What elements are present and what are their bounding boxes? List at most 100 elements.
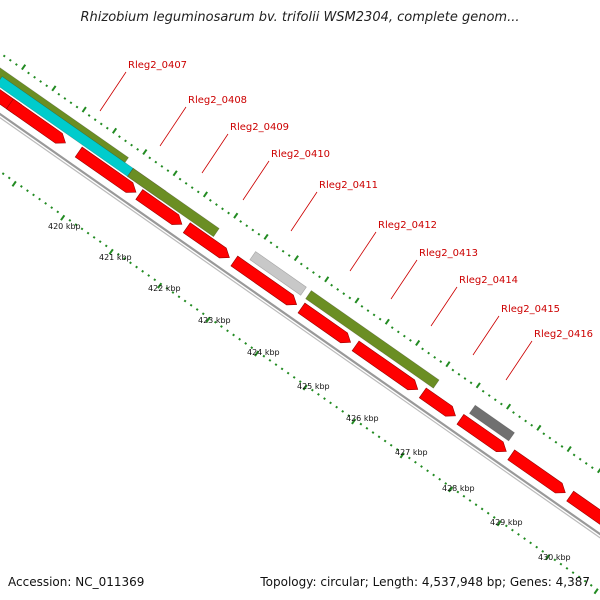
outer-tick bbox=[184, 181, 188, 185]
cds-arrow bbox=[5, 98, 66, 144]
inner-tick bbox=[292, 375, 296, 379]
outer-tick bbox=[45, 84, 49, 88]
outer-tick bbox=[166, 169, 170, 173]
inner-tick bbox=[50, 206, 54, 210]
inner-tick bbox=[389, 443, 393, 447]
inner-tick bbox=[7, 176, 11, 180]
inner-tick bbox=[74, 223, 78, 227]
outer-tick bbox=[275, 245, 279, 249]
tick-layer bbox=[1, 54, 600, 595]
outer-tick bbox=[396, 330, 400, 334]
outer-tick bbox=[14, 63, 18, 66]
inner-tick bbox=[205, 316, 211, 323]
inner-tick bbox=[571, 571, 575, 574]
inner-tick bbox=[432, 473, 436, 477]
outer-tick bbox=[215, 203, 218, 206]
cds-arrow bbox=[230, 255, 298, 306]
inner-tick bbox=[171, 291, 175, 294]
gene-label-leader bbox=[201, 133, 229, 174]
inner-tick bbox=[86, 231, 90, 235]
cds-arrow bbox=[297, 302, 352, 344]
outer-tick bbox=[130, 143, 133, 147]
outer-tick bbox=[51, 85, 57, 92]
outer-tick bbox=[227, 211, 230, 215]
outer-tick bbox=[360, 305, 364, 308]
inner-tick bbox=[280, 367, 284, 371]
outer-tick bbox=[39, 80, 43, 83]
gene-label: Rleg2_0416 bbox=[534, 329, 593, 340]
inner-tick bbox=[141, 269, 145, 273]
inner-tick bbox=[589, 583, 593, 587]
cds-arrow bbox=[74, 146, 137, 193]
outer-tick bbox=[372, 313, 376, 317]
outer-tick bbox=[566, 446, 572, 453]
outer-tick bbox=[518, 415, 521, 419]
inner-tick bbox=[486, 511, 490, 515]
inner-tick bbox=[420, 465, 423, 468]
inner-tick bbox=[529, 541, 533, 545]
inner-tick bbox=[468, 499, 472, 502]
inner-tick bbox=[92, 235, 96, 239]
inner-tick bbox=[129, 261, 132, 265]
accession-text: Accession: NC_011369 bbox=[8, 575, 145, 589]
gene-label: Rleg2_0411 bbox=[319, 180, 378, 191]
inner-tick bbox=[399, 452, 405, 459]
outer-tick bbox=[233, 212, 239, 219]
inner-tick bbox=[220, 325, 223, 328]
outer-tick bbox=[81, 106, 87, 113]
backbone-layer bbox=[0, 112, 600, 539]
inner-tick bbox=[165, 286, 169, 290]
outer-tick bbox=[542, 432, 546, 436]
inner-tick bbox=[32, 193, 35, 197]
outer-tick bbox=[512, 411, 515, 414]
outer-tick bbox=[251, 228, 255, 232]
inner-tick bbox=[371, 431, 375, 434]
inner-tick bbox=[11, 180, 17, 187]
outer-tick bbox=[105, 126, 109, 130]
inner-tick bbox=[383, 439, 387, 443]
outer-tick bbox=[148, 156, 152, 160]
inner-tick bbox=[195, 308, 199, 311]
gene-label-leader bbox=[505, 340, 533, 381]
outer-tick bbox=[578, 457, 582, 461]
outer-tick bbox=[457, 372, 461, 376]
inner-tick bbox=[329, 401, 332, 405]
gene-label: Rleg2_0413 bbox=[419, 248, 478, 259]
inner-tick bbox=[593, 588, 599, 595]
outer-tick bbox=[590, 466, 594, 470]
outer-tick bbox=[469, 381, 473, 385]
map-title: Rhizobium leguminosarum bv. trifolii WSM… bbox=[80, 10, 520, 25]
outer-tick bbox=[257, 232, 261, 236]
outer-tick bbox=[402, 334, 406, 338]
outer-tick bbox=[499, 402, 503, 406]
cds-arrow bbox=[135, 189, 183, 225]
inner-tick bbox=[153, 278, 157, 282]
cds-arrow bbox=[182, 222, 230, 259]
outer-tick bbox=[93, 118, 97, 122]
gene-label: Rleg2_0407 bbox=[128, 60, 187, 71]
outer-tick bbox=[548, 436, 552, 440]
inner-tick bbox=[365, 426, 369, 430]
inner-tick bbox=[26, 189, 29, 193]
inner-tick bbox=[201, 312, 205, 316]
outer-tick bbox=[142, 148, 148, 156]
inner-tick bbox=[310, 388, 314, 392]
outer-tick bbox=[136, 148, 140, 151]
inner-tick bbox=[189, 303, 193, 307]
outer-tick bbox=[245, 224, 249, 228]
gene-label-leader bbox=[242, 160, 270, 201]
inner-tick bbox=[456, 490, 460, 494]
inner-tick bbox=[347, 414, 351, 417]
outer-tick bbox=[384, 318, 390, 325]
outer-tick bbox=[69, 101, 73, 105]
scale-label: 426 kbp bbox=[346, 414, 379, 423]
gene-label-leader bbox=[159, 106, 187, 147]
outer-tick bbox=[154, 160, 158, 164]
inner-tick bbox=[517, 533, 520, 536]
inner-tick bbox=[177, 295, 181, 299]
outer-tick bbox=[560, 445, 564, 448]
inner-tick bbox=[438, 477, 442, 481]
inner-tick bbox=[19, 185, 23, 188]
outer-tick bbox=[366, 309, 370, 313]
